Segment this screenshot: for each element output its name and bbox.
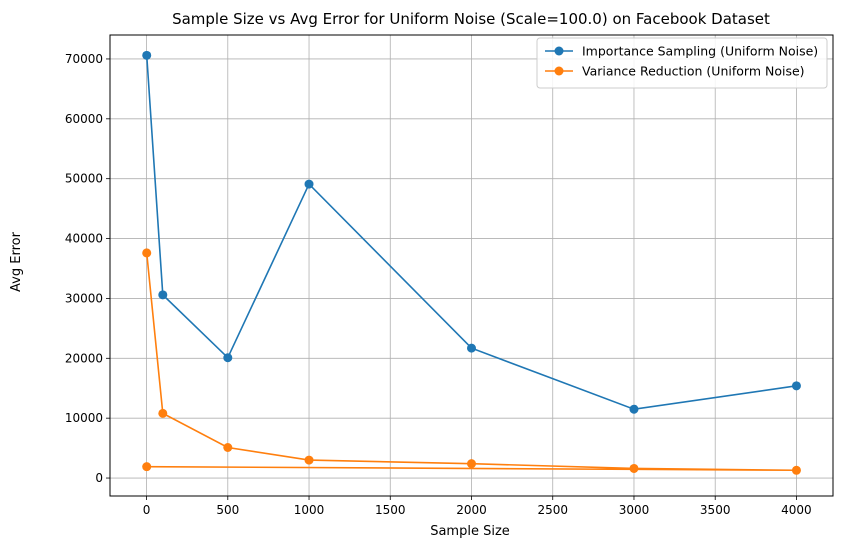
- data-point: [791, 381, 801, 391]
- y-tick-label: 10000: [65, 411, 103, 425]
- legend-marker: [554, 66, 564, 76]
- x-tick-label: 1500: [375, 503, 406, 517]
- y-axis-label: Avg Error: [9, 231, 24, 292]
- y-tick-label: 50000: [65, 172, 103, 186]
- y-tick-label: 70000: [65, 52, 103, 66]
- data-point: [142, 462, 152, 472]
- data-point: [304, 455, 314, 465]
- plot-frame: [109, 34, 834, 497]
- x-tick-label: 0: [143, 503, 151, 517]
- legend-marker: [554, 46, 564, 56]
- data-point: [791, 465, 801, 475]
- x-tick-label: 3500: [700, 503, 731, 517]
- data-point: [629, 463, 639, 473]
- axis-ticks: 0 500 1000 1500 2000 2500 3000 3500 400001000020…: [65, 52, 812, 517]
- data-point: [223, 353, 233, 363]
- y-tick-label: 30000: [65, 291, 103, 305]
- x-tick-label: 4000: [781, 503, 812, 517]
- legend-box: [536, 37, 828, 89]
- data-point: [467, 343, 476, 353]
- series-line-2: [145, 252, 797, 472]
- data-point: [467, 459, 476, 469]
- grid: [110, 35, 833, 496]
- y-tick-label: 20000: [65, 351, 103, 365]
- y-tick-label: 60000: [65, 112, 103, 126]
- y-tick-label: 40000: [65, 232, 103, 246]
- data-point: [142, 248, 152, 258]
- x-tick-label: 2000: [456, 503, 487, 517]
- legend: Importance Sampling (Uniform Noise) Varia…: [536, 37, 828, 89]
- data-point: [629, 404, 639, 414]
- y-tick-label: 0: [95, 471, 103, 485]
- x-tick-label: 2500: [537, 503, 568, 517]
- data-point: [158, 408, 168, 418]
- data-point: [142, 50, 152, 60]
- x-tick-label: 1000: [294, 503, 325, 517]
- data-point: [223, 443, 233, 453]
- data-point: [304, 179, 314, 189]
- chart-title: Sample Size vs Avg Error for Uniform Noi…: [172, 10, 770, 28]
- data-point: [158, 290, 168, 300]
- x-tick-label: 3000: [619, 503, 650, 517]
- legend-label: Variance Reduction (Uniform Noise): [582, 64, 805, 79]
- x-axis-label: Sample Size: [430, 524, 510, 539]
- legend-label: Importance Sampling (Uniform Noise): [582, 44, 818, 59]
- series-group: [142, 50, 801, 475]
- x-tick-label: 500: [216, 503, 239, 517]
